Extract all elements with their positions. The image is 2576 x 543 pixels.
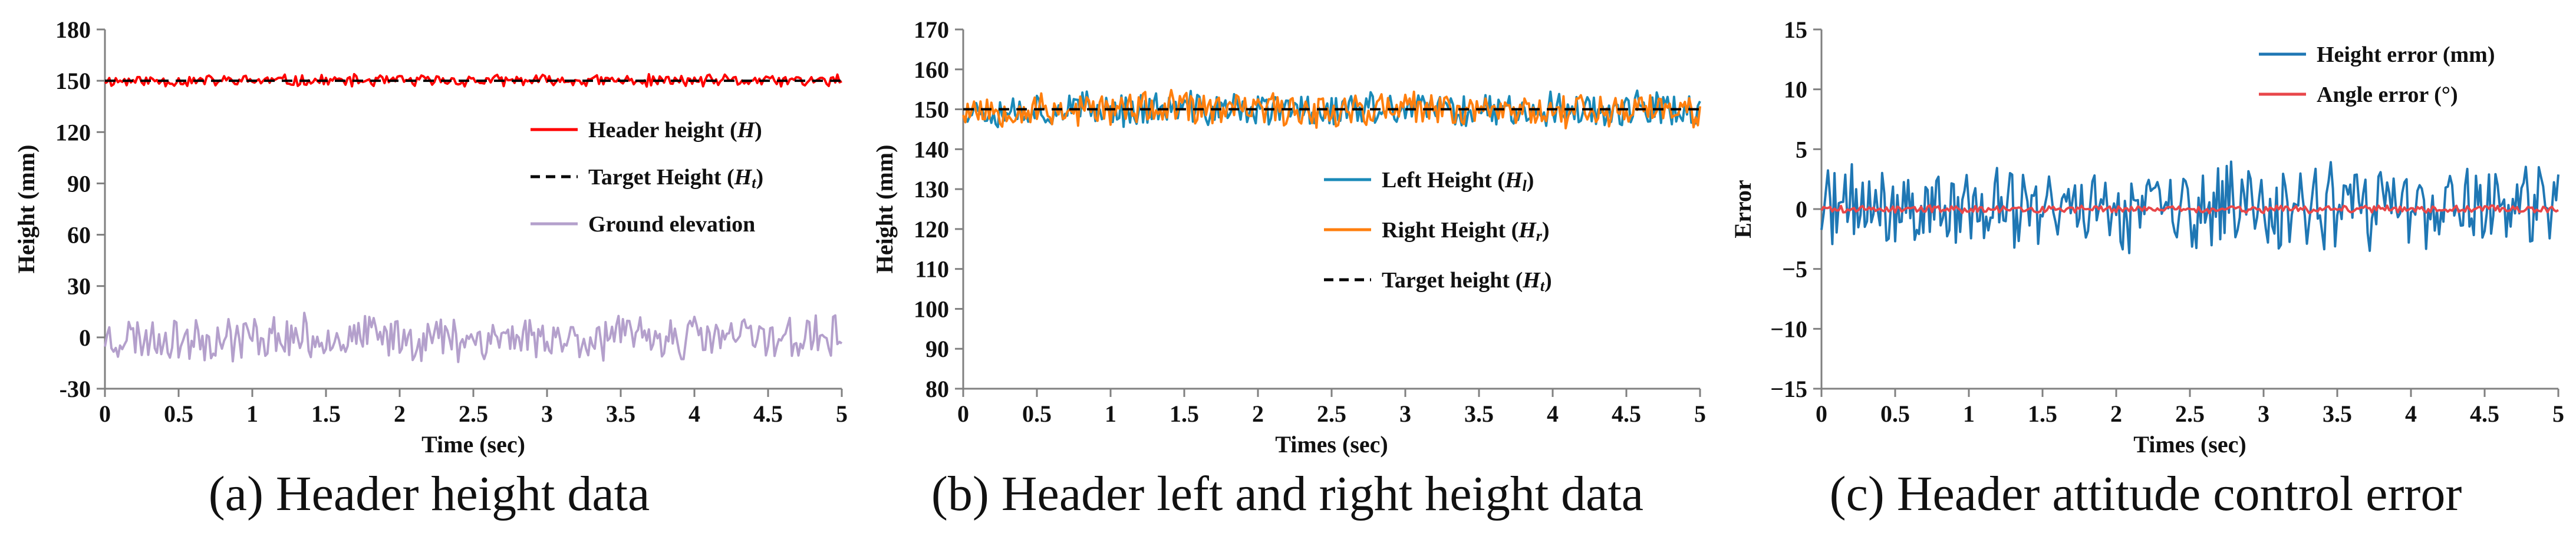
y-tick-label: 130 [914,176,949,203]
legend: Header height (H) Target Height (Ht) Groun… [531,118,763,237]
y-tick-label: −5 [1782,256,1807,283]
axes: -30 0 30 60 90 120 150 180 0 0.5 1 1.5 2 2.5 3 3.5 4 4.5 5… [13,16,848,458]
x-tick-label: 3 [541,400,553,427]
x-tick-label: 5 [1694,400,1706,427]
x-tick-label: 1 [1105,400,1116,427]
series-line-0 [104,72,842,88]
y-tick-label: 150 [914,97,949,123]
x-tick-label: 2.5 [1317,400,1346,427]
x-tick-label: 4 [2405,400,2417,427]
x-tick-label: 2 [2110,400,2122,427]
y-tick-label: 100 [914,296,949,322]
legend-label-1: Angle error (°) [2317,82,2458,107]
x-tick-label: 0 [99,400,111,427]
series-line-1 [962,88,1701,130]
y-tick-label: 120 [55,119,91,145]
y-axis-label: Height (mm) [871,145,898,274]
x-tick-label: 0 [957,400,969,427]
legend-label-0: Height error (mm) [2317,42,2495,67]
x-tick-label: 0.5 [1880,400,1910,427]
y-tick-label: 140 [914,136,949,163]
series-group [104,72,843,363]
x-tick-label: 4.5 [753,400,783,427]
legend: Height error (mm) Angle error (°) [2259,42,2495,107]
series-group [962,88,1701,130]
panel-b: 80 90 100 110 120 130 140 150 160 170 0 0.5 1 1.5 2 2.5… [858,0,1717,543]
y-tick-label: 170 [914,16,949,43]
y-tick-label: 110 [915,256,949,283]
panel-a: -30 0 30 60 90 120 150 180 0 0.5 1 1.5 2 2.5 3 3.5 4 4.5 5… [0,0,858,543]
y-tick-label: 90 [67,170,91,197]
y-tick-label: −15 [1770,376,1807,402]
x-tick-label: 2 [1252,400,1264,427]
y-tick-label: 5 [1796,136,1807,163]
x-axis-label: Time (sec) [421,431,525,458]
y-tick-label: 60 [67,222,91,249]
x-tick-label: 3 [1399,400,1411,427]
y-tick-label: −10 [1770,316,1807,342]
caption-b: (b) Header left and right height data [931,466,1644,521]
x-axis-label: Times (sec) [2133,431,2246,458]
y-tick-label: 160 [914,57,949,83]
series-line-1 [1820,204,2559,214]
caption-a: (a) Header height data [208,466,650,521]
x-tick-label: 3.5 [606,400,635,427]
legend-label-0: Header height (H) [588,118,762,143]
x-tick-label: 5 [2552,400,2564,427]
x-tick-label: 0 [1816,400,1827,427]
x-tick-label: 3 [2258,400,2269,427]
y-tick-label: 120 [914,216,949,243]
x-tick-label: 1 [1963,400,1975,427]
y-tick-label: 90 [925,336,949,362]
x-tick-label: 0.5 [164,400,193,427]
x-tick-label: 4.5 [2470,400,2499,427]
x-tick-label: 4.5 [1612,400,1641,427]
x-tick-label: 1.5 [1170,400,1199,427]
legend-label-2: Target height (Ht) [1382,268,1552,294]
axes: −15 −10 −5 0 5 10 15 0 0.5 1 1.5 2 2.5 3 3.5 4 4.5 5 Times… [1730,16,2564,458]
x-tick-label: 4 [689,400,700,427]
legend-label-0: Left Height (Hl) [1382,168,1534,194]
x-tick-label: 4 [1547,400,1559,427]
legend-label-2: Ground elevation [588,212,755,237]
y-tick-label: 10 [1784,77,1807,103]
panel-c: −15 −10 −5 0 5 10 15 0 0.5 1 1.5 2 2.5 3 3.5 4 4.5 5 Times… [1717,0,2575,543]
chart-b-svg: 80 90 100 110 120 130 140 150 160 170 0 0.5 1 1.5 2 2.5… [871,16,1706,458]
axes: 80 90 100 110 120 130 140 150 160 170 0 0.5 1 1.5 2 2.5… [871,16,1706,458]
series-line-2 [104,312,843,363]
chart-c-svg: −15 −10 −5 0 5 10 15 0 0.5 1 1.5 2 2.5 3 3.5 4 4.5 5 Times… [1730,16,2564,458]
series-line-0 [1820,160,2559,254]
caption-c: (c) Header attitude control error [1829,466,2462,521]
y-tick-label: 0 [1796,196,1807,223]
x-axis-label: Times (sec) [1275,431,1388,458]
y-tick-label: -30 [60,376,91,402]
legend-label-1: Right Height (Hr) [1382,218,1550,244]
y-axis-label: Error [1730,180,1756,238]
x-tick-label: 3.5 [2323,400,2352,427]
x-tick-label: 1.5 [311,400,341,427]
y-tick-label: 15 [1784,16,1807,43]
y-tick-label: 180 [55,16,91,43]
y-tick-label: 0 [79,325,91,351]
y-tick-label: 80 [925,376,949,402]
x-tick-label: 2.5 [459,400,488,427]
chart-a-svg: -30 0 30 60 90 120 150 180 0 0.5 1 1.5 2 2.5 3 3.5 4 4.5 5… [13,16,848,458]
y-axis-label: Height (mm) [13,145,39,274]
x-tick-label: 2 [394,400,406,427]
x-tick-label: 1.5 [2028,400,2057,427]
x-tick-label: 5 [836,400,848,427]
series-group [1820,160,2559,254]
legend: Left Height (Hl) Right Height (Hr) Target … [1324,168,1552,294]
x-tick-label: 0.5 [1022,400,1052,427]
legend-label-1: Target Height (Ht) [588,165,763,191]
y-tick-label: 150 [55,68,91,94]
y-tick-label: 30 [67,273,91,300]
x-tick-label: 2.5 [2175,400,2205,427]
x-tick-label: 1 [246,400,258,427]
x-tick-label: 3.5 [1464,400,1494,427]
